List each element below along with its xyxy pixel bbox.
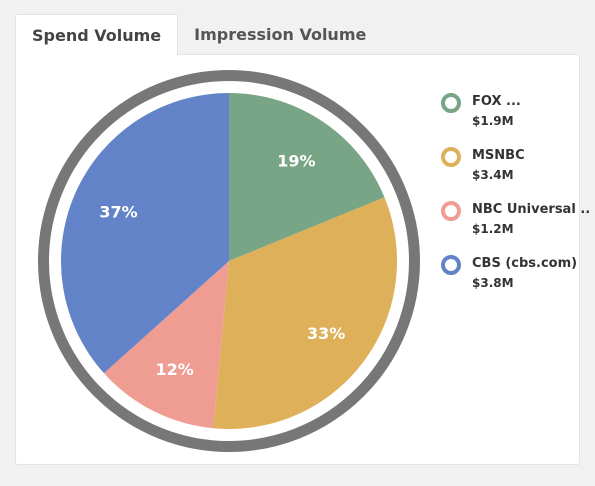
pie-slice-cbs[interactable]	[61, 93, 229, 374]
legend-label-cbs: CBS (cbs.com)	[472, 256, 578, 271]
legend-marker-cbs	[441, 255, 461, 275]
legend-marker-fox	[441, 93, 461, 113]
legend-label-msnbc: MSNBC	[472, 148, 525, 163]
tab-impression-volume[interactable]: Impression Volume	[194, 25, 367, 44]
legend-item-cbs[interactable]: CBS (cbs.com) $3.8M	[441, 255, 595, 295]
pie-slice-msnbc[interactable]	[213, 197, 397, 430]
tab-spend-volume[interactable]: Spend Volume	[15, 14, 179, 56]
legend-amount-fox: $1.9M	[472, 114, 514, 128]
pie-label-fox: 19%	[277, 152, 315, 171]
pie-outer-ring	[38, 70, 420, 452]
legend-item-fox[interactable]: FOX ... $1.9M	[441, 93, 595, 133]
pie-label-nbc-universal: 12%	[155, 360, 193, 379]
chart-panel: 19% 33% 12% 37% FOX ... $1.9M MSNBC $3.4M N…	[15, 54, 590, 465]
legend-marker-msnbc	[441, 147, 461, 167]
pie-slice-fox[interactable]	[229, 93, 385, 261]
legend-amount-nbc-universal: $1.2M	[472, 222, 514, 236]
legend-marker-nbc-universal	[441, 201, 461, 221]
pie-slice-nbc-universal[interactable]	[103, 261, 229, 429]
legend-item-msnbc[interactable]: MSNBC $3.4M	[441, 147, 595, 187]
pie-label-cbs: 37%	[99, 203, 137, 222]
legend-label-nbc-universal: NBC Universal ..	[472, 202, 591, 217]
tab-bar: Spend Volume Impression Volume	[15, 14, 382, 56]
legend-amount-cbs: $3.8M	[472, 276, 514, 290]
pie-label-msnbc: 33%	[307, 324, 345, 343]
legend-label-fox: FOX ...	[472, 94, 521, 109]
pie-chart: 19% 33% 12% 37%	[38, 70, 420, 452]
legend-item-nbc-universal[interactable]: NBC Universal .. $1.2M	[441, 201, 595, 241]
legend-amount-msnbc: $3.4M	[472, 168, 514, 182]
